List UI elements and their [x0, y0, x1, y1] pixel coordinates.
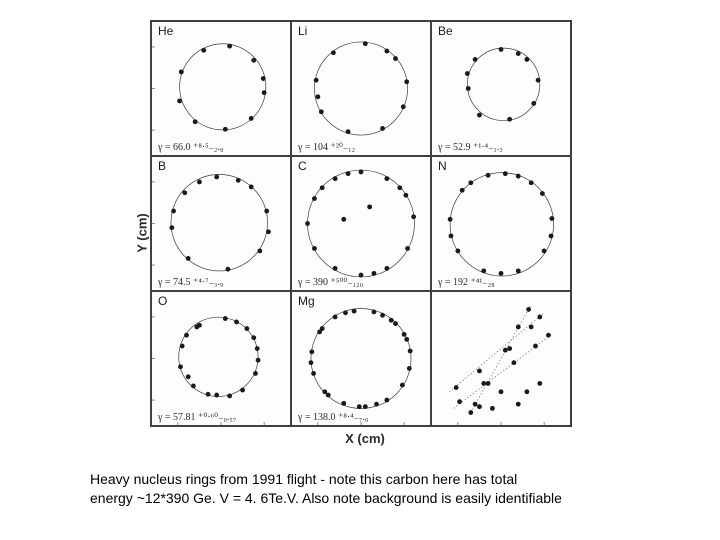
panel-bg: -5 0 5	[431, 291, 571, 426]
panel-C: Cγ = 390 ⁺⁵⁰⁰₋₁₂₀	[291, 156, 431, 291]
ytick: -5	[151, 125, 152, 135]
ytick: 5	[151, 312, 152, 322]
element-label: O	[158, 294, 167, 308]
element-label: Mg	[298, 294, 315, 308]
xtick: 0	[498, 425, 503, 426]
gamma-label: γ = 57.81 ⁺⁰·⁶⁰₋₀.₅₇	[158, 412, 236, 423]
y-axis-label: Y (cm)	[134, 213, 149, 253]
panel-N: Nγ = 192 ⁺⁴¹₋₂₈	[431, 156, 571, 291]
panel-Mg: Mg γ = 138.0 ⁺⁸·⁴₋₇.₀ -5 0 5	[291, 291, 431, 426]
ytick: -5	[151, 395, 152, 405]
xtick: 5	[262, 425, 267, 426]
gamma-label: γ = 390 ⁺⁵⁰⁰₋₁₂₀	[298, 277, 363, 288]
panel-O: Oγ = 57.81 ⁺⁰·⁶⁰₋₀.₅₇ -5 0 5 -5 0 5	[151, 291, 291, 426]
element-label: C	[298, 159, 307, 173]
gamma-label: γ = 192 ⁺⁴¹₋₂₈	[438, 277, 495, 288]
ytick: 0	[151, 219, 152, 229]
element-label: He	[158, 24, 173, 38]
x-axis-label: X (cm)	[150, 431, 580, 446]
panel-grid: He γ = 66.0 ⁺⁸·⁵₋₂.₈ -5 0 5 Li γ = 104 ⁺²⁰₋₁₂ B…	[150, 20, 572, 427]
panel-Be: Be γ = 52.9 ⁺¹·⁴₋₁.₃	[431, 21, 571, 156]
figure-caption: Heavy nucleus rings from 1991 flight - n…	[90, 470, 670, 508]
gamma-label: γ = 52.9 ⁺¹·⁴₋₁.₃	[438, 142, 503, 153]
ytick: 0	[151, 354, 152, 364]
panel-B: Bγ = 74.5 ⁺⁴·⁷₋₃.₉ -5 0 5	[151, 156, 291, 291]
xtick: 0	[218, 425, 223, 426]
gamma-label: γ = 74.5 ⁺⁴·⁷₋₃.₉	[158, 277, 223, 288]
caption-line2: energy ~12*390 Ge. V = 4. 6Te.V. Also no…	[90, 490, 562, 506]
element-label: Be	[438, 24, 453, 38]
element-label: N	[438, 159, 447, 173]
gamma-label: γ = 138.0 ⁺⁸·⁴₋₇.₀	[298, 412, 368, 423]
element-label: B	[158, 159, 166, 173]
ytick: 5	[151, 42, 152, 52]
xtick: 5	[542, 425, 547, 426]
page: Y (cm) He γ = 66.0 ⁺⁸·⁵₋₂.₈ -5 0 5 Li γ = 104 …	[0, 0, 720, 540]
figure: Y (cm) Heγ = 66.0 ⁺⁸·⁵₋₂.₈-505Liγ = 104 …	[150, 20, 580, 446]
ytick: 0	[151, 84, 152, 94]
gamma-label: γ = 104 ⁺²⁰₋₁₂	[298, 142, 355, 153]
xtick: -5	[314, 425, 322, 426]
caption-line1: Heavy nucleus rings from 1991 flight - n…	[90, 471, 517, 487]
ytick: -5	[151, 260, 152, 270]
gamma-label: γ = 66.0 ⁺⁸·⁵₋₂.₈	[158, 142, 223, 153]
panel-He: He γ = 66.0 ⁺⁸·⁵₋₂.₈ -5 0 5	[151, 21, 291, 156]
xtick: -5	[454, 425, 462, 426]
xtick: 0	[358, 425, 363, 426]
xtick: 5	[402, 425, 407, 426]
element-label: Li	[298, 24, 307, 38]
xtick: -5	[174, 425, 182, 426]
panel-Li: Li γ = 104 ⁺²⁰₋₁₂	[291, 21, 431, 156]
ytick: 5	[151, 177, 152, 187]
